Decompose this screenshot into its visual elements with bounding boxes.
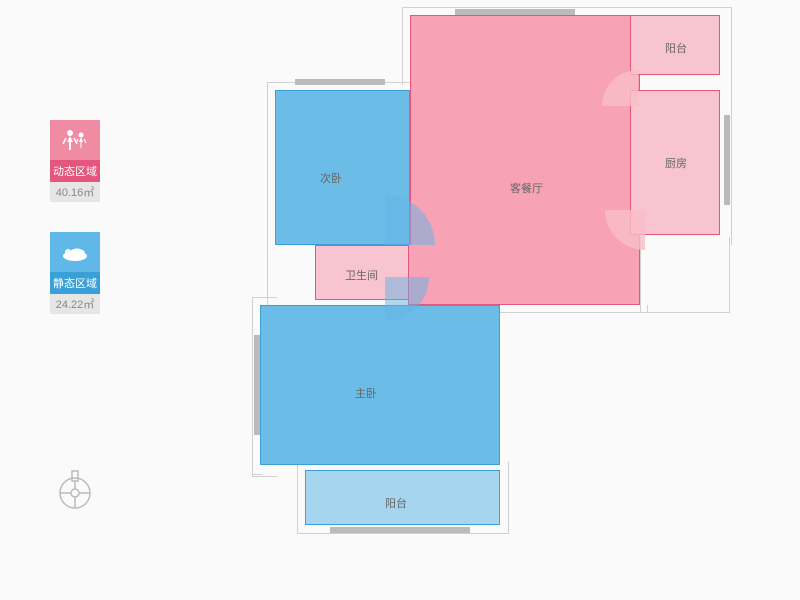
legend-dynamic: 动态区域 40.16㎡ [40,120,110,202]
label-master-bed: 主卧 [355,385,377,401]
wall-outline [640,237,730,313]
label-second-bed: 次卧 [320,170,342,186]
label-living: 客餐厅 [510,180,543,196]
door-arc-icon [602,70,638,106]
compass-icon [55,465,95,505]
door-arc-icon [385,277,429,321]
label-balcony-bottom: 阳台 [385,495,407,511]
legend-dynamic-label: 动态区域 [50,160,100,182]
legend-static: 静态区域 24.22㎡ [40,232,110,314]
window-marker [330,527,470,533]
wall-outline [500,305,648,313]
room-master-bedroom [260,305,500,465]
legend-panel: 动态区域 40.16㎡ 静态区域 24.22㎡ [40,120,110,344]
window-marker [254,335,260,435]
sleep-icon [50,232,100,272]
door-arc-icon [605,210,645,250]
people-icon [50,120,100,160]
window-marker [724,115,730,205]
label-kitchen: 厨房 [665,155,687,171]
label-balcony-top: 阳台 [665,40,687,56]
window-marker [455,9,575,15]
window-marker [295,79,385,85]
door-arc-icon [385,195,435,245]
legend-static-label: 静态区域 [50,272,100,294]
legend-dynamic-value: 40.16㎡ [50,182,100,202]
label-bathroom: 卫生间 [345,267,378,283]
floorplan: 客餐厅 厨房 阳台 卫生间 次卧 主卧 阳台 [260,15,730,585]
legend-static-value: 24.22㎡ [50,294,100,314]
